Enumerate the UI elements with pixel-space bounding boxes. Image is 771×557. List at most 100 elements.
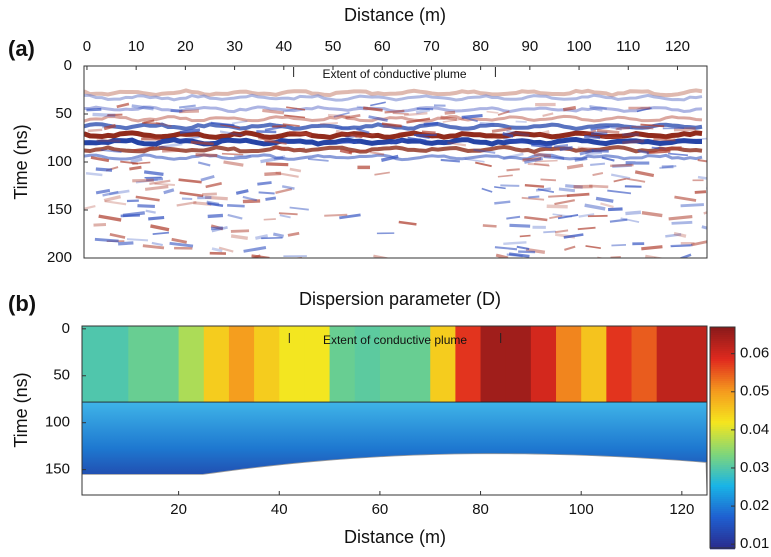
reflection — [616, 261, 627, 264]
heat-cell — [229, 326, 255, 402]
colorbar-cell — [710, 407, 735, 409]
reflection — [445, 112, 455, 113]
colorbar-cell — [710, 501, 735, 503]
colorbar-cell — [710, 345, 735, 347]
y-tick-label: 100 — [47, 153, 72, 170]
colorbar-cell — [710, 359, 735, 361]
reflection — [211, 228, 223, 229]
reflection — [706, 188, 724, 190]
colorbar-cell — [710, 437, 735, 439]
x-tick-label: 30 — [226, 38, 243, 55]
reflection — [528, 197, 539, 198]
heat-cell — [531, 326, 557, 402]
y-axis-label: Time (ns) — [11, 124, 31, 199]
reflection — [205, 260, 221, 263]
heat-cell — [128, 326, 154, 402]
colorbar-cell — [710, 369, 735, 371]
reflection — [259, 192, 275, 193]
reflection — [534, 154, 551, 156]
colorbar-cell — [710, 365, 735, 367]
colorbar-cell — [710, 341, 735, 343]
reflection — [190, 259, 208, 261]
reflection — [622, 141, 644, 143]
colorbar-tick-label: 0.05 — [740, 383, 769, 400]
x-tick-label: 20 — [177, 38, 194, 55]
heat-cell — [506, 326, 532, 402]
colorbar-cell — [710, 537, 735, 539]
heat-cell — [657, 326, 683, 402]
colorbar-cell — [710, 535, 735, 537]
heat-cell — [254, 326, 280, 402]
colorbar-cell — [710, 479, 735, 481]
reflection — [118, 243, 133, 244]
reflection — [531, 145, 551, 147]
reflection — [256, 131, 276, 132]
reflection — [503, 242, 526, 243]
colorbar-cell — [710, 417, 735, 419]
heat-cell — [179, 326, 205, 402]
colorbar-cell — [710, 381, 735, 383]
reflection — [257, 183, 271, 185]
colorbar-tick-label: 0.01 — [740, 535, 769, 552]
reflection — [162, 150, 180, 151]
x-tick-label: 0 — [83, 38, 91, 55]
reflection — [507, 169, 520, 170]
colorbar-cell — [710, 333, 735, 335]
reflection — [231, 236, 248, 238]
colorbar-cell — [710, 471, 735, 473]
colorbar-cell — [710, 371, 735, 373]
colorbar-cell — [710, 525, 735, 527]
heat-cell — [103, 326, 129, 402]
reflection — [265, 198, 275, 200]
colorbar-cell — [710, 335, 735, 337]
x-tick-label: 40 — [275, 38, 292, 55]
reflection — [231, 231, 249, 232]
reflection — [509, 225, 530, 226]
reflection — [597, 130, 619, 132]
colorbar-cell — [710, 451, 735, 453]
annotation: Extent of conductive plume — [323, 333, 467, 347]
reflection — [483, 225, 497, 226]
colorbar-cell — [710, 439, 735, 441]
colorbar-cell — [710, 511, 735, 513]
colorbar-cell — [710, 351, 735, 353]
colorbar-cell — [710, 453, 735, 455]
colorbar-cell — [710, 339, 735, 341]
colorbar-cell — [710, 545, 735, 547]
colorbar-cell — [710, 497, 735, 499]
reflection — [681, 205, 704, 206]
colorbar-cell — [710, 383, 735, 385]
heat-cell — [279, 326, 305, 402]
y-tick-label: 0 — [64, 57, 72, 74]
colorbar-cell — [710, 473, 735, 475]
colorbar-cell — [710, 347, 735, 349]
reflection — [264, 219, 276, 220]
colorbar-cell — [710, 483, 735, 485]
reflection — [96, 169, 112, 170]
colorbar-cell — [710, 517, 735, 519]
reflection — [132, 180, 154, 181]
colorbar-cell — [710, 393, 735, 395]
colorbar-cell — [710, 455, 735, 457]
colorbar-cell — [710, 399, 735, 401]
x-tick-label: 50 — [325, 38, 342, 55]
reflection — [227, 205, 245, 206]
colorbar-cell — [710, 533, 735, 535]
reflection — [536, 189, 551, 191]
colorbar-cell — [710, 481, 735, 483]
reflection — [500, 185, 519, 186]
colorbar-cell — [710, 337, 735, 339]
reflection — [547, 206, 568, 207]
reflection — [575, 158, 588, 160]
colorbar-cell — [710, 485, 735, 487]
x-tick-label: 110 — [616, 38, 640, 55]
reflection — [641, 247, 662, 249]
reflection — [578, 147, 597, 148]
chart-title: Dispersion parameter (D) — [299, 289, 501, 309]
x-tick-label: 40 — [271, 501, 288, 518]
colorbar-cell — [710, 343, 735, 345]
colorbar-cell — [710, 331, 735, 333]
colorbar-cell — [710, 477, 735, 479]
y-tick-label: 100 — [45, 414, 70, 431]
